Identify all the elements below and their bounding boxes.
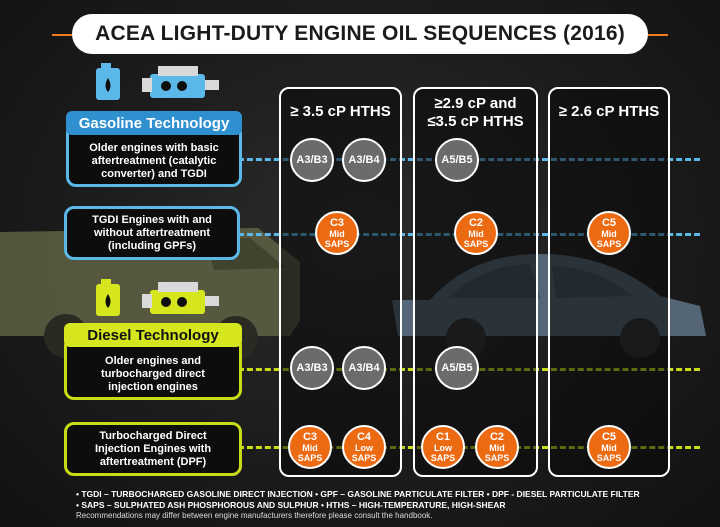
box-text-line: turbocharged direct <box>101 367 205 380</box>
sequence-code: C5 <box>601 217 617 229</box>
sequence-code: C4 <box>356 431 372 443</box>
sequence-a3b4: A3/B4 <box>342 138 386 182</box>
sequence-c4: C4 Low SAPS <box>342 425 386 469</box>
sequence-c2: C2 Mid SAPS <box>454 211 498 255</box>
sequence-code: C2 <box>468 217 484 229</box>
sequence-code: C2 <box>489 431 505 443</box>
box-text-line: Injection Engines with <box>94 442 212 455</box>
sequence-c3: C3 Mid SAPS <box>315 211 359 255</box>
sequence-a3b3: A3/B3 <box>290 346 334 390</box>
engine-icon <box>142 66 219 98</box>
title-rule-left <box>52 34 72 36</box>
saps-level: Mid SAPS <box>463 229 489 249</box>
box-text-line: without aftertreatment <box>93 226 211 239</box>
sequence-c2: C2 Mid SAPS <box>475 425 519 469</box>
box-text-line: aftertreatment (DPF) <box>99 455 207 468</box>
box-text-line: injection engines <box>108 380 198 393</box>
saps-level: Mid SAPS <box>324 229 350 249</box>
sequence-code: A3/B4 <box>348 362 380 374</box>
disclaimer-note: Recommendations may differ between engin… <box>76 511 433 520</box>
saps-level: Mid SAPS <box>297 443 323 463</box>
sequence-a5b5: A5/B5 <box>435 346 479 390</box>
diesel-dpf-box: Turbocharged Direct Injection Engines wi… <box>64 422 242 476</box>
column-header: ≥ 3.5 cP HTHS <box>290 103 391 120</box>
box-text-line: Older engines with basic <box>89 141 219 154</box>
box-text-line: Turbocharged Direct <box>99 429 207 442</box>
saps-level: Low SAPS <box>430 443 456 463</box>
sequence-code: C3 <box>302 431 318 443</box>
gasoline-tgdi-box: TGDI Engines with and without aftertreat… <box>64 206 240 260</box>
saps-level: Mid SAPS <box>596 229 622 249</box>
footer-legend: • TGDI – TURBOCHARGED GASOLINE DIRECT IN… <box>76 489 706 521</box>
box-text-line: Older engines and <box>105 354 201 367</box>
sequence-code: C1 <box>435 431 451 443</box>
box-text-line: converter) and TGDI <box>101 167 207 180</box>
sequence-code: C5 <box>601 431 617 443</box>
box-text-line: TGDI Engines with and <box>92 213 212 226</box>
box-text-line: aftertreatment (catalytic <box>91 154 217 167</box>
sequence-c5: C5 Mid SAPS <box>587 425 631 469</box>
sequence-code: A5/B5 <box>441 154 473 166</box>
sequence-a5b5: A5/B5 <box>435 138 479 182</box>
abbreviations-line: • SAPS – SULPHATED ASH PHOSPHOROUS AND S… <box>76 500 506 510</box>
column-hths-2-6: ≥ 2.6 cP HTHS <box>548 87 670 477</box>
abbreviations-line: • TGDI – TURBOCHARGED GASOLINE DIRECT IN… <box>76 489 640 499</box>
sequence-code: A3/B3 <box>296 154 328 166</box>
title-rule-right <box>648 34 668 36</box>
engine-icon <box>142 282 219 314</box>
sequence-a3b3: A3/B3 <box>290 138 334 182</box>
gasoline-technology-label: Gasoline Technology <box>66 111 242 135</box>
column-header: ≥ 2.6 cP HTHS <box>558 103 660 120</box>
column-hths-2-9-3-5: ≥2.9 cP and ≤3.5 cP HTHS <box>413 87 538 477</box>
saps-level: Mid SAPS <box>596 443 622 463</box>
saps-level: Mid SAPS <box>484 443 510 463</box>
page-title: ACEA LIGHT-DUTY ENGINE OIL SEQUENCES (20… <box>72 14 648 54</box>
sequence-c1: C1 Low SAPS <box>421 425 465 469</box>
saps-level: Low SAPS <box>351 443 377 463</box>
box-text-line: (including GPFs) <box>108 239 196 252</box>
sequence-code: A5/B5 <box>441 362 473 374</box>
sequence-code: A3/B3 <box>296 362 328 374</box>
sequence-c5: C5 Mid SAPS <box>587 211 631 255</box>
column-header-line2: ≤3.5 cP HTHS <box>427 113 524 130</box>
column-header: ≥2.9 cP and ≤3.5 cP HTHS <box>415 95 536 131</box>
sequence-code: A3/B4 <box>348 154 380 166</box>
column-header-line1: ≥2.9 cP and <box>434 95 517 112</box>
sequence-code: C3 <box>329 217 345 229</box>
sequence-c3: C3 Mid SAPS <box>288 425 332 469</box>
fuel-can-icon <box>96 63 120 100</box>
fuel-can-icon <box>96 279 120 316</box>
sequence-a3b4: A3/B4 <box>342 346 386 390</box>
diesel-technology-label: Diesel Technology <box>64 323 242 347</box>
